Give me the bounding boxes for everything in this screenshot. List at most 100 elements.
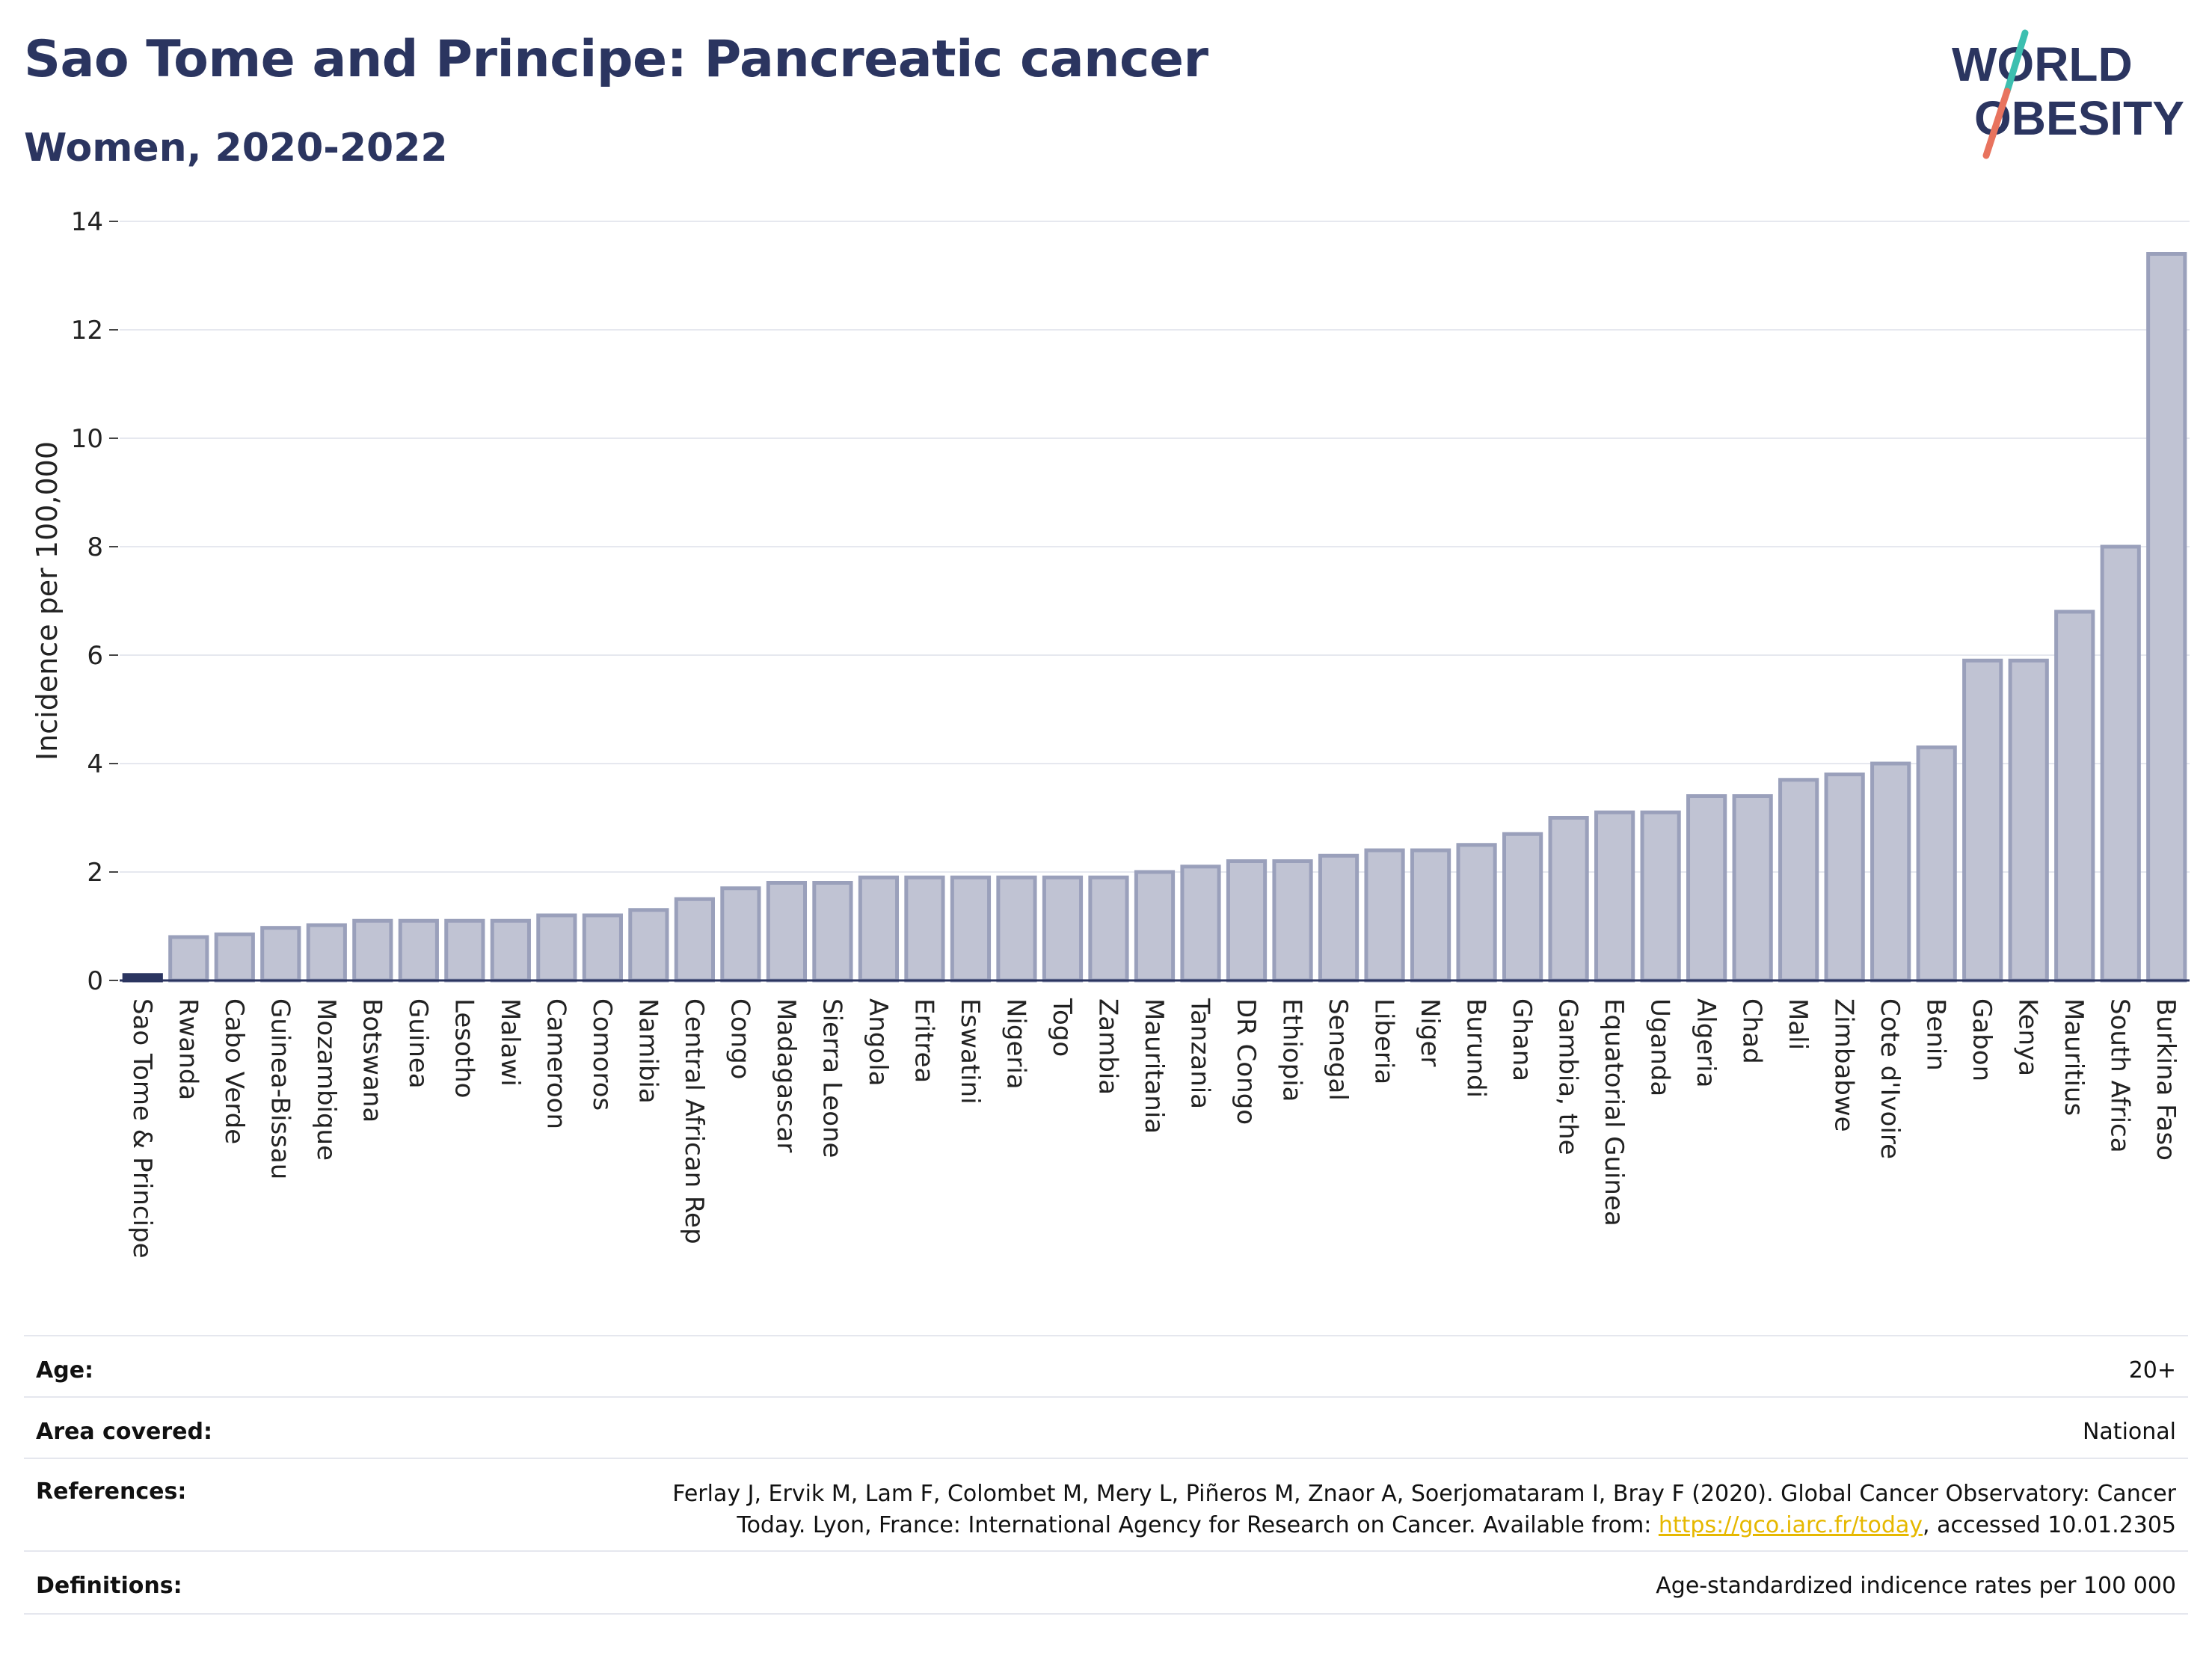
bar (1088, 875, 1129, 983)
y-tick-label: 10 (71, 424, 103, 454)
y-tick-label: 0 (87, 966, 103, 996)
bar (306, 923, 347, 983)
bar (1732, 794, 1773, 983)
bar (352, 918, 393, 983)
x-tick-label: Angola (863, 998, 893, 1086)
bar (444, 918, 485, 983)
bar (2054, 610, 2095, 983)
x-tick-label: Eswatini (955, 998, 985, 1105)
logo-line2: OBESITY (1974, 91, 2184, 145)
x-tick-label: Mauritius (2059, 998, 2089, 1116)
x-tick-label: Central African Rep (679, 998, 709, 1244)
x-tick-label: Comoros (587, 998, 617, 1111)
info-row-age: Age: 20+ (24, 1335, 2188, 1398)
x-tick-label: Malawi (495, 998, 525, 1087)
y-axis-label: Incidence per 100,000 (31, 441, 64, 761)
x-tick-label: Mozambique (311, 998, 341, 1161)
x-tick-label: Chad (1737, 998, 1767, 1064)
x-tick-label: Zambia (1093, 998, 1122, 1095)
area-value: National (2082, 1419, 2176, 1445)
bar (168, 935, 209, 983)
bar (1502, 832, 1543, 983)
bar (2100, 544, 2141, 983)
x-tick-label: Madagascar (771, 998, 801, 1152)
bar (1318, 853, 1360, 983)
bar (1962, 658, 2003, 983)
x-tick-label: Burundi (1461, 998, 1491, 1098)
info-row-definitions: Definitions: Age-standardized indicence … (24, 1550, 2188, 1615)
bar (536, 913, 577, 983)
x-tick-label: Benin (1921, 998, 1951, 1071)
x-tick-label: Lesotho (449, 998, 479, 1098)
x-tick-label: Liberia (1369, 998, 1399, 1084)
y-tick-label: 14 (71, 207, 103, 237)
bar (260, 926, 301, 983)
bar (1824, 773, 1865, 983)
bar (996, 875, 1037, 983)
bar (1686, 794, 1727, 983)
reference-link[interactable]: https://gco.iarc.fr/today (1658, 1512, 1923, 1538)
x-tick-label: Equatorial Guinea (1599, 998, 1629, 1226)
bar (2146, 252, 2187, 983)
y-tick-label: 12 (71, 316, 103, 346)
bar (904, 875, 945, 983)
x-tick-label: South Africa (2105, 998, 2135, 1153)
bar (398, 918, 439, 983)
bar (1870, 761, 1911, 983)
bar (214, 932, 255, 983)
bar (720, 886, 761, 983)
references-line1: Ferlay J, Ervik M, Lam F, Colombet M, Me… (672, 1481, 2176, 1507)
slash-logo-icon (2003, 29, 2029, 95)
bar (1594, 810, 1635, 983)
y-tick-label: 6 (87, 641, 103, 671)
x-tick-label: Tanzania (1185, 998, 1215, 1109)
bar (1456, 843, 1497, 983)
bar (628, 908, 669, 983)
references-line2: Today. Lyon, France: International Agenc… (737, 1512, 2176, 1538)
x-tick-label: Cabo Verde (219, 998, 249, 1144)
bar (812, 881, 853, 983)
x-tick-label: Gambia, the (1553, 998, 1583, 1155)
x-tick-label: Gabon (1967, 998, 1997, 1081)
x-tick-label: Togo (1047, 998, 1077, 1057)
x-tick-label: Burkina Faso (2151, 998, 2181, 1161)
bar (1042, 875, 1084, 983)
age-value: 20+ (2128, 1357, 2176, 1384)
x-tick-label: Senegal (1323, 998, 1353, 1101)
bar (1134, 870, 1176, 983)
age-label: Age: (36, 1357, 94, 1384)
x-tick-label: Rwanda (173, 998, 203, 1100)
x-tick-label: Ghana (1507, 998, 1537, 1081)
x-tick-label: Kenya (2013, 998, 2043, 1076)
bar (674, 897, 715, 983)
bar (1916, 745, 1957, 983)
x-tick-label: Cote d'Ivoire (1875, 998, 1905, 1159)
references-label: References: (36, 1479, 187, 1505)
x-tick-label: Nigeria (1001, 998, 1030, 1090)
bar (858, 875, 900, 983)
world-obesity-logo: WORLD OBESITY (1952, 29, 2184, 159)
bar (2008, 658, 2049, 983)
x-tick-label: Uganda (1645, 998, 1675, 1096)
bar (1226, 859, 1268, 983)
info-row-area: Area covered: National (24, 1396, 2188, 1459)
definitions-label: Definitions: (36, 1573, 182, 1599)
bar (1272, 859, 1313, 983)
logo-line1: WORLD (1952, 37, 2133, 91)
bar (1640, 810, 1681, 983)
x-tick-label: Sao Tome & Principe (127, 998, 157, 1259)
y-tick-label: 2 (87, 858, 103, 888)
page-title: Sao Tome and Principe: Pancreatic cancer (24, 30, 1208, 89)
x-tick-label: Niger (1415, 998, 1445, 1066)
x-tick-label: DR Congo (1231, 998, 1261, 1125)
bar (1410, 848, 1451, 983)
x-tick-label: Congo (725, 998, 755, 1079)
x-tick-label: Guinea (403, 998, 433, 1089)
page-subtitle: Women, 2020-2022 (24, 126, 448, 171)
x-tick-label: Mali (1783, 998, 1813, 1050)
x-tick-label: Ethiopia (1277, 998, 1307, 1102)
x-tick-label: Eritrea (909, 998, 938, 1083)
x-tick-label: Namibia (633, 998, 663, 1104)
x-tick-label: Cameroon (541, 998, 571, 1129)
y-tick-label: 4 (87, 749, 103, 779)
